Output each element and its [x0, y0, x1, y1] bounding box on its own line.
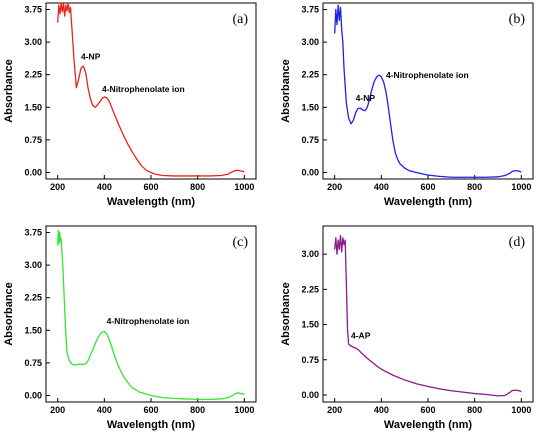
y-axis-label-a: Absorbance: [3, 59, 15, 123]
y-tick-label-d: 1.50: [301, 320, 319, 330]
y-axis-label-d: Absorbance: [280, 282, 292, 346]
y-tick-label-b: 3.00: [301, 37, 319, 47]
panel-a: 200 400 600 800 1000 0.00 0.75 1.50 2.25 3.00 3.75…: [3, 2, 257, 208]
x-tick-label-a: 1000: [234, 182, 254, 192]
panel-d: 200 400 600 800 1000 0.00 0.75 1.50 2.25 3.00 Wave…: [280, 225, 534, 431]
x-tick-label-d: 600: [420, 405, 435, 415]
x-axis-label-a: Wavelength (nm): [107, 196, 196, 208]
panel-label-a: (a): [232, 12, 248, 27]
annotation-c: 4-Nitrophenolate ion: [107, 316, 190, 326]
x-axis-label-c: Wavelength (nm): [107, 419, 196, 431]
y-axis-label-c: Absorbance: [3, 282, 15, 346]
y-tick-label-c: 1.50: [24, 325, 42, 335]
x-tick-label-b: 200: [327, 182, 342, 192]
y-tick-label-a: 0.75: [24, 135, 42, 145]
y-tick-label-d: 0.00: [301, 390, 319, 400]
panel-b: 200 400 600 800 1000 0.00 0.75 1.50 2.25 3.00 3.75…: [280, 2, 534, 208]
y-tick-label-d: 3.00: [301, 249, 319, 259]
x-tick-label-a: 800: [190, 182, 205, 192]
y-tick-label-b: 0.75: [301, 135, 319, 145]
x-tick-label-c: 600: [143, 405, 158, 415]
x-tick-label-d: 200: [327, 405, 342, 415]
y-tick-label-d: 0.75: [301, 355, 319, 365]
y-tick-label-d: 2.25: [301, 284, 319, 294]
y-tick-label-a: 3.75: [24, 5, 42, 15]
x-tick-label-c: 1000: [234, 405, 254, 415]
x-tick-label-b: 400: [374, 182, 389, 192]
spectrum-line-d: [334, 234, 522, 397]
y-tick-label-a: 0.00: [24, 167, 42, 177]
x-tick-label-c: 400: [97, 405, 112, 415]
y-tick-label-c: 3.75: [24, 228, 42, 238]
annotation-d: 4-AP: [351, 331, 371, 341]
x-tick-label-d: 1000: [511, 405, 531, 415]
x-tick-label-d: 400: [374, 405, 389, 415]
y-tick-label-a: 1.50: [24, 102, 42, 112]
plot-frame-b: [322, 2, 534, 180]
x-tick-label-b: 800: [467, 182, 482, 192]
annotation-b: 4-Nitrophenolate ion: [386, 70, 469, 80]
x-tick-label-b: 600: [420, 182, 435, 192]
y-tick-label-a: 2.25: [24, 70, 42, 80]
y-tick-label-b: 1.50: [301, 102, 319, 112]
annotation-b: 4-NP: [356, 93, 376, 103]
spectrum-line-a: [57, 2, 245, 177]
panel-label-d: (d): [509, 235, 526, 250]
y-tick-label-b: 3.75: [301, 5, 319, 15]
panel-label-c: (c): [232, 235, 248, 250]
annotation-a: 4-Nitrophenolate ion: [102, 84, 185, 94]
x-axis-label-b: Wavelength (nm): [384, 196, 473, 208]
x-tick-label-c: 800: [190, 405, 205, 415]
y-tick-label-b: 2.25: [301, 70, 319, 80]
y-tick-label-c: 3.00: [24, 260, 42, 270]
panel-c: 200 400 600 800 1000 0.00 0.75 1.50 2.25 3.00 3.75…: [3, 225, 257, 431]
y-axis-label-b: Absorbance: [280, 59, 292, 123]
y-tick-label-c: 0.00: [24, 390, 42, 400]
annotation-a: 4-NP: [81, 51, 101, 61]
x-tick-label-c: 200: [50, 405, 65, 415]
spectrum-line-b: [334, 4, 522, 178]
x-tick-label-a: 200: [50, 182, 65, 192]
x-tick-label-a: 600: [143, 182, 158, 192]
x-tick-label-a: 400: [97, 182, 112, 192]
plot-frame-c: [45, 225, 257, 403]
y-tick-label-b: 0.00: [301, 167, 319, 177]
panel-label-b: (b): [509, 12, 526, 27]
spectrum-line-c: [57, 229, 245, 401]
x-tick-label-d: 800: [467, 405, 482, 415]
y-tick-label-c: 0.75: [24, 358, 42, 368]
y-tick-label-c: 2.25: [24, 293, 42, 303]
x-axis-label-d: Wavelength (nm): [384, 419, 473, 431]
plot-frame-d: [322, 225, 534, 403]
x-tick-label-b: 1000: [511, 182, 531, 192]
y-tick-label-a: 3.00: [24, 37, 42, 47]
